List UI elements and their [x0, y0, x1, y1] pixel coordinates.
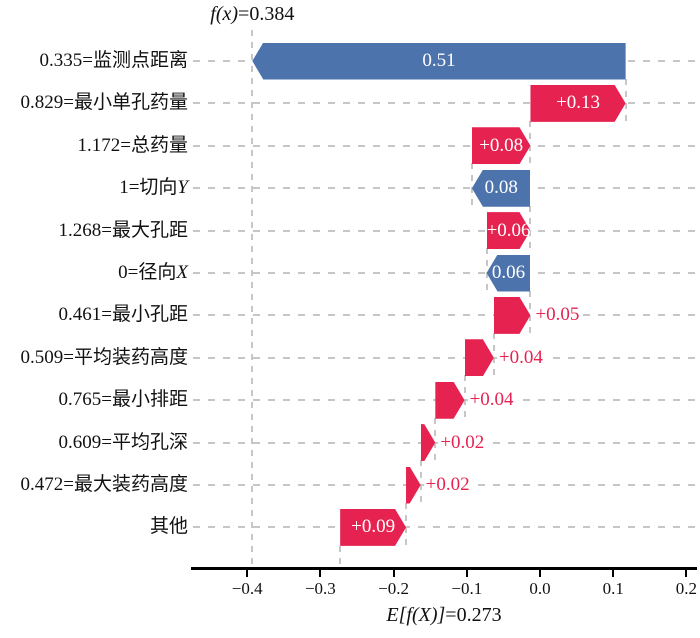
shap-bar	[465, 339, 494, 376]
feature-label: 0.765=最小排距	[58, 389, 188, 411]
bar-value-label: +0.02	[423, 474, 472, 496]
bar-value-label: +0.08	[479, 134, 524, 156]
shap-bar	[530, 85, 625, 122]
axis-tick-label: −0.4	[231, 579, 263, 598]
waterfall-connector	[405, 502, 408, 547]
axis-tick	[392, 570, 395, 577]
feature-label: 0.609=平均孔深	[58, 431, 188, 453]
axis-tick	[246, 570, 249, 577]
expected-value-annotation: E[f(X)]=0.273	[334, 604, 554, 627]
waterfall-connector	[463, 375, 466, 420]
fx-annotation: f(x)=0.384	[162, 3, 342, 26]
axis-tick	[685, 570, 688, 577]
axis-tick-label: −0.2	[378, 579, 410, 598]
row-guide-line	[193, 144, 696, 147]
waterfall-connector	[419, 460, 422, 505]
waterfall-connector	[434, 417, 437, 463]
axis-tick-label: 0.0	[529, 579, 551, 598]
bar-value-label: 0.08	[484, 177, 518, 199]
feature-label: 0.472=最大装药高度	[20, 474, 188, 495]
bar-value-label: 0.06	[491, 262, 526, 283]
feature-label: 0.509=平均装药高度	[20, 346, 188, 368]
waterfall-connector	[470, 163, 473, 208]
x-axis-line	[191, 567, 697, 570]
waterfall-connector	[529, 120, 532, 166]
waterfall-connector	[529, 290, 532, 335]
expected-value-number: =0.273	[445, 604, 502, 626]
row-guide-line	[193, 229, 696, 232]
feature-label: 1=切向Y	[119, 177, 188, 199]
axis-tick-label: −0.3	[304, 579, 336, 598]
axis-tick	[539, 570, 541, 577]
row-guide-line	[193, 102, 696, 105]
waterfall-connector	[529, 205, 532, 251]
row-guide-line	[193, 272, 696, 274]
shap-bar	[494, 297, 531, 334]
shap-bar	[472, 127, 531, 164]
shap-bar	[406, 467, 421, 504]
bar-value-label: +0.05	[533, 304, 582, 327]
feature-label: 其他	[149, 516, 188, 538]
shap-bar	[340, 509, 406, 546]
feature-label: 0=径向X	[118, 262, 188, 283]
bar-value-label: +0.13	[556, 92, 601, 114]
waterfall-connector	[492, 332, 495, 378]
axis-tick-label: 0.2	[675, 579, 698, 598]
feature-label: 0.461=最小孔距	[58, 304, 188, 326]
feature-label: 1.268=最大孔距	[58, 219, 188, 241]
fx-guide-line	[251, 30, 254, 567]
shap-bar	[471, 169, 531, 207]
shap-bar	[421, 424, 436, 461]
bar-value-label: 0.51	[422, 50, 456, 71]
row-guide-line	[193, 356, 696, 359]
feature-label: 0.829=最小单孔药量	[20, 92, 188, 114]
axis-tick-label: 0.1	[602, 579, 624, 598]
axis-tick-label: −0.1	[451, 579, 483, 598]
bar-value-label: +0.04	[467, 389, 516, 412]
bar-value-label: +0.06	[486, 219, 531, 241]
fx-annotation-function: f(x)	[210, 3, 239, 25]
feature-label: 1.172=总药量	[77, 134, 188, 156]
shap-bar	[252, 42, 626, 80]
bar-value-label: +0.04	[496, 346, 545, 369]
base-guide-line	[339, 545, 342, 567]
bar-value-label: +0.02	[438, 431, 487, 454]
row-guide-line	[193, 187, 696, 190]
feature-label: 0.335=监测点距离	[39, 50, 188, 71]
waterfall-connector	[485, 248, 488, 293]
row-guide-line	[193, 526, 696, 529]
row-guide-line	[193, 314, 696, 317]
expected-value-function: E[f(X)]	[386, 604, 446, 626]
axis-tick	[319, 570, 322, 577]
axis-tick	[612, 570, 615, 577]
waterfall-connector	[624, 78, 627, 123]
shap-bar	[435, 382, 464, 419]
bar-value-label: +0.09	[351, 516, 396, 538]
fx-annotation-value: =0.384	[238, 3, 295, 25]
axis-tick	[465, 570, 468, 577]
